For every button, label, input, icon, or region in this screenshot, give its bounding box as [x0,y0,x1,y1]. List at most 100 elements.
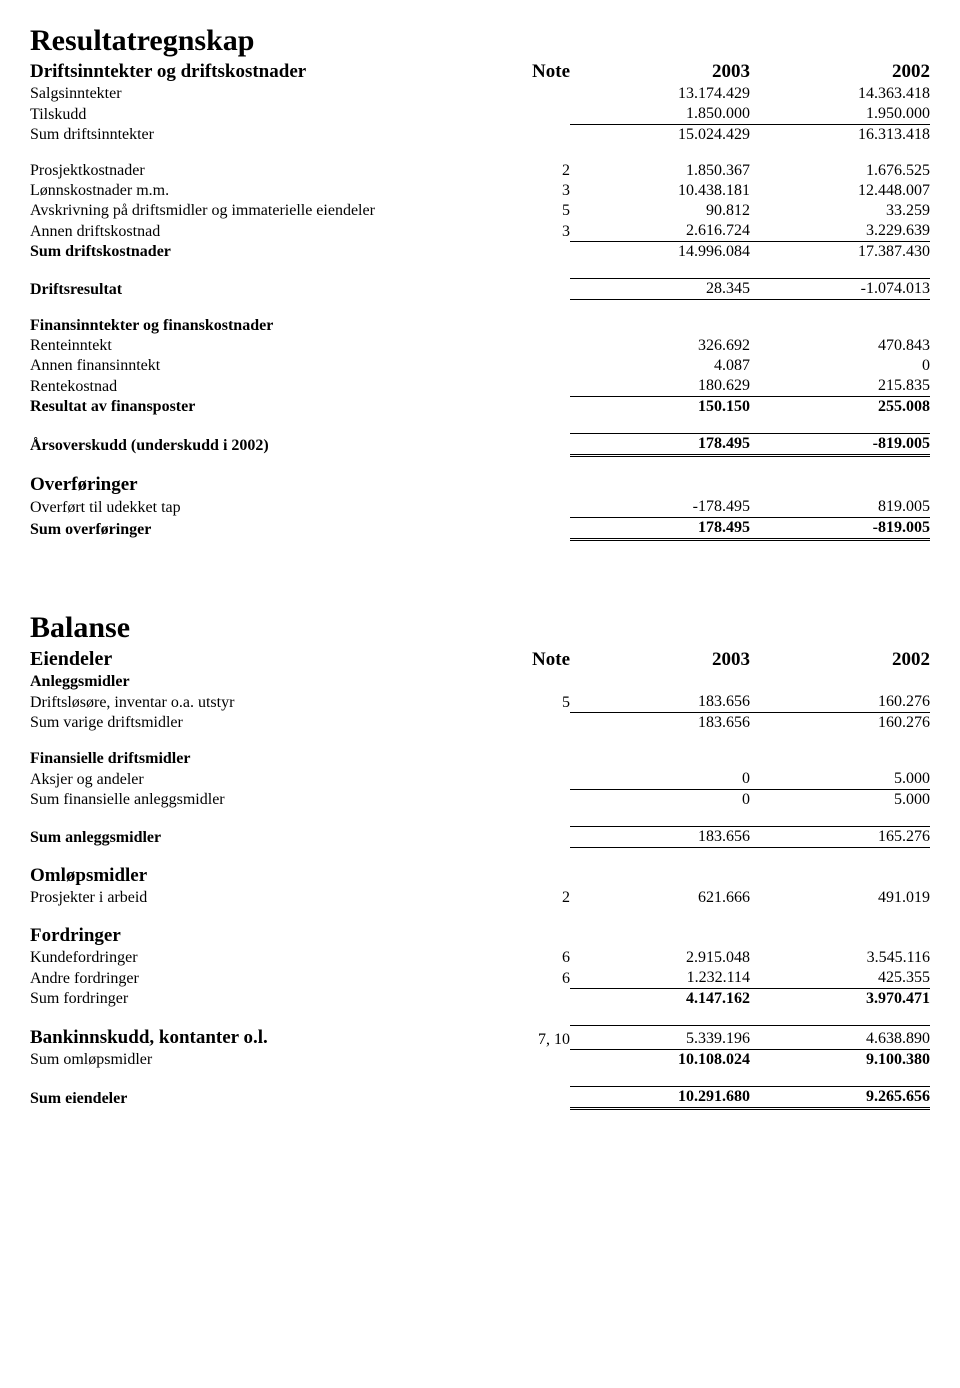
row-note: 7, 10 [498,1026,570,1050]
col-header-y1: 2003 [570,647,750,672]
spacer [30,456,930,474]
row-val2: 4.638.890 [750,1026,930,1050]
row-val2: 0 [750,356,930,376]
row-note: 2 [498,888,570,908]
row-val1: 2.915.048 [570,948,750,968]
row-label: Prosjekter i arbeid [30,888,498,908]
table-row: Anleggsmidler [30,672,930,692]
row-val1: 10.438.181 [570,181,750,201]
table-row: Annen driftskostnad 3 2.616.724 3.229.63… [30,221,930,242]
row-val2: 215.835 [750,376,930,397]
row-label: Sum driftsinntekter [30,125,498,146]
row-label: Resultat av finansposter [30,397,498,418]
col-header-y1: 2003 [570,60,750,84]
row-note: 5 [498,201,570,221]
section-header: Finansielle driftsmidler [30,749,498,769]
spacer [30,908,930,924]
row-val2: 165.276 [750,827,930,848]
row-val1: 150.150 [570,397,750,418]
row-label: Sum varige driftsmidler [30,713,498,734]
row-val2: -1.074.013 [750,279,930,300]
row-val2: 255.008 [750,397,930,418]
row-val2: 12.448.007 [750,181,930,201]
resultat-table: Driftsinntekter og driftskostnader Note … [30,60,930,541]
col-header-y2: 2002 [750,647,930,672]
row-val2: 5.000 [750,769,930,790]
row-label: Annen driftskostnad [30,221,498,242]
row-label: Årsoverskudd (underskudd i 2002) [30,434,498,456]
table-row: Prosjektkostnader 2 1.850.367 1.676.525 [30,161,930,181]
table-row: Sum driftskostnader 14.996.084 17.387.43… [30,242,930,263]
table-row: Omløpsmidler [30,864,930,888]
row-val1: 326.692 [570,336,750,356]
row-val2: 17.387.430 [750,242,930,263]
row-label: Sum fordringer [30,989,498,1010]
table-row: Avskrivning på driftsmidler og immaterie… [30,201,930,221]
row-val2: 1.950.000 [750,104,930,125]
row-val2: 160.276 [750,713,930,734]
table-row: Sum fordringer 4.147.162 3.970.471 [30,989,930,1010]
table-row: Driftsløsøre, inventar o.a. utstyr 5 183… [30,692,930,713]
row-val2: 16.313.418 [750,125,930,146]
row-val2: 819.005 [750,497,930,518]
spacer [30,262,930,279]
header-row: Eiendeler Note 2003 2002 [30,647,930,672]
row-label: Sum anleggsmidler [30,827,498,848]
row-label: Renteinntekt [30,336,498,356]
section-header: Driftsinntekter og driftskostnader [30,60,498,84]
row-val2: 9.265.656 [750,1087,930,1109]
row-val1: 0 [570,790,750,811]
col-header-y2: 2002 [750,60,930,84]
row-label: Sum omløpsmidler [30,1050,498,1071]
row-val1: 28.345 [570,279,750,300]
row-val1: 13.174.429 [570,84,750,104]
row-note: 2 [498,161,570,181]
row-note [498,279,570,300]
row-val1: 90.812 [570,201,750,221]
table-row: Sum overføringer 178.495 -819.005 [30,518,930,540]
row-val2: 5.000 [750,790,930,811]
row-label: Bankinnskudd, kontanter o.l. [30,1026,498,1050]
row-label: Sum overføringer [30,518,498,540]
row-val1: 4.087 [570,356,750,376]
row-val1: 10.291.680 [570,1087,750,1109]
row-val1: 4.147.162 [570,989,750,1010]
row-val1: 180.629 [570,376,750,397]
section-header: Omløpsmidler [30,864,498,888]
row-label: Salgsinntekter [30,84,498,104]
row-val1: 183.656 [570,692,750,713]
row-note [498,125,570,146]
row-note: 6 [498,948,570,968]
table-row: Årsoverskudd (underskudd i 2002) 178.495… [30,434,930,456]
header-row: Driftsinntekter og driftskostnader Note … [30,60,930,84]
table-row: Driftsresultat 28.345 -1.074.013 [30,279,930,300]
section-header: Fordringer [30,924,498,948]
row-label: Lønnskostnader m.m. [30,181,498,201]
table-row: Finansielle driftsmidler [30,749,930,769]
row-label: Andre fordringer [30,968,498,989]
table-row: Renteinntekt 326.692 470.843 [30,336,930,356]
row-note: 5 [498,692,570,713]
row-label: Annen finansinntekt [30,356,498,376]
row-val1: 621.666 [570,888,750,908]
row-val1: 5.339.196 [570,1026,750,1050]
row-val1: 183.656 [570,827,750,848]
row-val2: 1.676.525 [750,161,930,181]
table-row: Overført til udekket tap -178.495 819.00… [30,497,930,518]
table-row: Rentekostnad 180.629 215.835 [30,376,930,397]
section-header: Eiendeler [30,647,498,672]
table-row: Andre fordringer 6 1.232.114 425.355 [30,968,930,989]
section-header: Finansinntekter og finanskostnader [30,316,498,336]
table-row: Resultat av finansposter 150.150 255.008 [30,397,930,418]
table-row: Aksjer og andeler 0 5.000 [30,769,930,790]
table-row: Sum anleggsmidler 183.656 165.276 [30,827,930,848]
row-val1: 15.024.429 [570,125,750,146]
row-val1: 1.232.114 [570,968,750,989]
row-note: 6 [498,968,570,989]
row-val2: 491.019 [750,888,930,908]
table-row: Sum omløpsmidler 10.108.024 9.100.380 [30,1050,930,1071]
row-val2: 3.970.471 [750,989,930,1010]
row-label: Driftsresultat [30,279,498,300]
row-label: Sum eiendeler [30,1087,498,1109]
table-row: Overføringer [30,473,930,497]
